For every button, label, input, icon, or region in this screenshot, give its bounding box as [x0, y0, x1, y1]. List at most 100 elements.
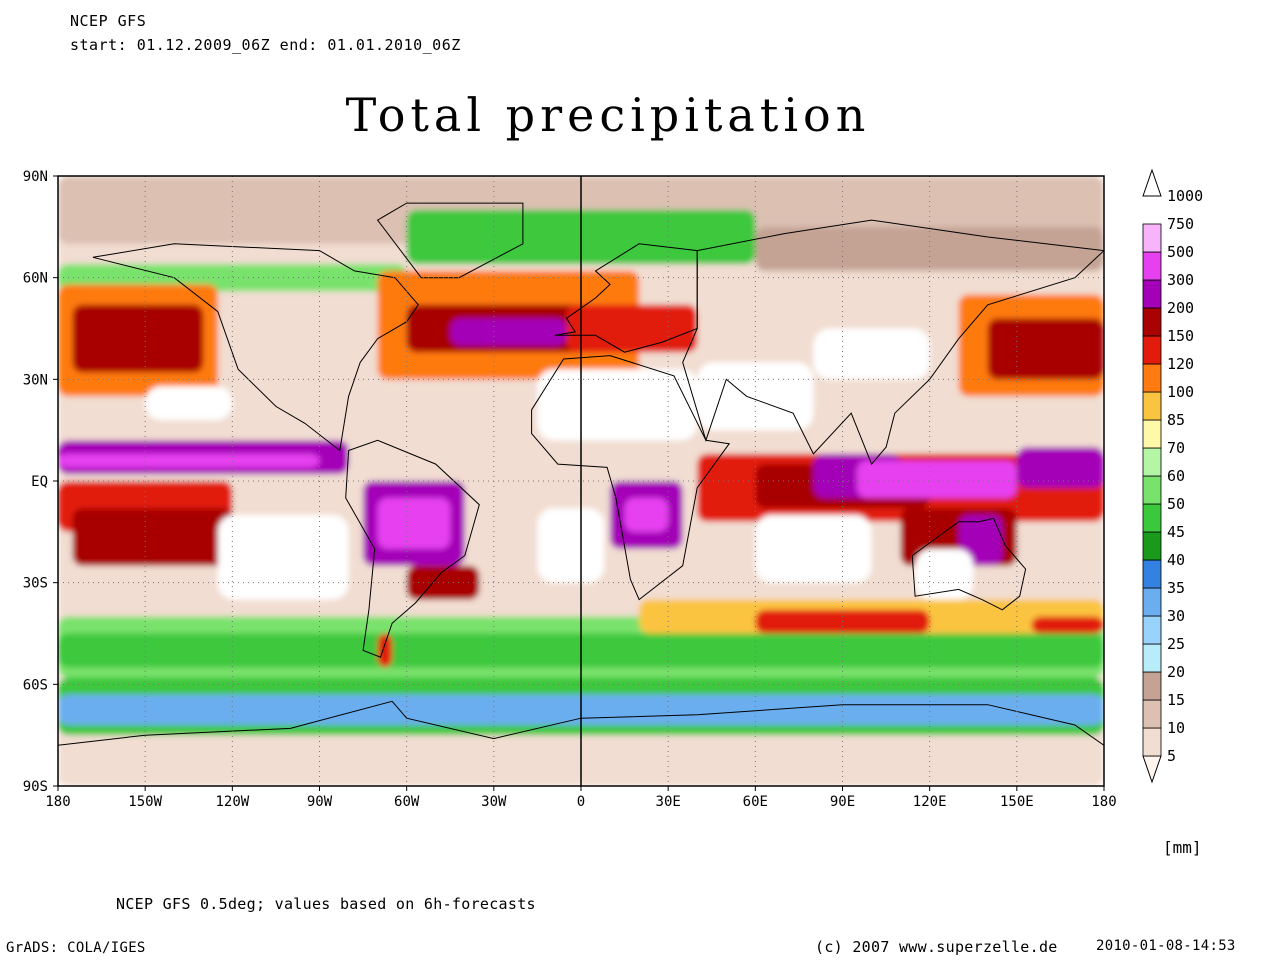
colorbar-swatch: [1142, 279, 1162, 309]
lat-lon-grid: [58, 176, 1104, 786]
render-timestamp: 2010-01-08-14:53: [1096, 938, 1236, 954]
grads-credit: GrADS: COLA/IGES: [6, 940, 146, 956]
colorbar-swatch: [1142, 503, 1162, 533]
colorbar-swatch: [1142, 251, 1162, 281]
colorbar-level-label: 750: [1167, 215, 1194, 233]
lon-tick-label: 90E: [830, 794, 855, 810]
colorbar-level-label: 85: [1167, 411, 1185, 429]
lat-tick-label: EQ: [31, 474, 48, 490]
lat-tick-label: 60N: [23, 271, 48, 287]
colorbar-unit: [mm]: [1163, 838, 1202, 857]
colorbar-level-label: 70: [1167, 439, 1185, 457]
colorbar-level-label: 120: [1167, 355, 1194, 373]
lat-tick-label: 90S: [23, 779, 48, 795]
colorbar-underflow-triangle: [1142, 755, 1162, 784]
lat-tick-label: 90N: [23, 169, 48, 185]
precip-region: [377, 633, 393, 668]
data-source-note: NCEP GFS 0.5deg; values based on 6h-fore…: [116, 895, 536, 913]
colorbar-level-label: 60: [1167, 467, 1185, 485]
precip-region: [987, 318, 1104, 380]
colorbar-legend: 5 10 15 20 25 30 35 40 45 50 60 70 85 100 120 150 200 300…: [1142, 168, 1203, 784]
precip-region: [624, 497, 669, 532]
lat-tick-label: 30N: [23, 372, 48, 388]
precip-region: [1031, 616, 1104, 634]
lon-tick-label: 120E: [913, 794, 947, 810]
map-plot-area: [58, 176, 1104, 786]
colorbar-swatch: [1142, 419, 1162, 449]
africa-outline: [531, 355, 731, 601]
precip-region: [566, 304, 698, 353]
model-name: NCEP GFS: [70, 12, 147, 30]
colorbar-overflow-triangle: [1142, 168, 1162, 197]
australia-outline: [911, 517, 1027, 611]
colorbar-level-label: 30: [1167, 607, 1185, 625]
precip-region: [58, 453, 320, 468]
colorbar-level-label: 150: [1167, 327, 1194, 345]
precip-region: [755, 226, 1104, 271]
colorbar-level-label: 40: [1167, 551, 1185, 569]
dry-region: [813, 328, 930, 380]
colorbar-swatch: [1142, 615, 1162, 645]
antarctica-outline: [58, 700, 1104, 746]
lon-tick-label: 0: [577, 794, 585, 810]
lon-tick-label: 30E: [656, 794, 681, 810]
colorbar-swatch: [1142, 643, 1162, 673]
north-america-outline: [92, 243, 419, 452]
dry-region: [537, 369, 698, 441]
precip-region: [857, 460, 1017, 498]
colorbar-swatch: [1142, 531, 1162, 561]
time-range: start: 01.12.2009_06Z end: 01.01.2010_06…: [70, 36, 461, 54]
colorbar-level-label: 200: [1167, 299, 1194, 317]
colorbar-level-label: 20: [1167, 663, 1185, 681]
colorbar-swatch: [1142, 363, 1162, 393]
colorbar-swatch: [1142, 727, 1162, 757]
colorbar-swatch: [1142, 475, 1162, 505]
precip-region: [406, 565, 480, 600]
colorbar-swatch: [1142, 223, 1162, 253]
precip-region: [377, 497, 451, 549]
colorbar-swatch: [1142, 447, 1162, 477]
colorbar-level-label: 35: [1167, 579, 1185, 597]
lat-tick-label: 60S: [23, 677, 48, 693]
colorbar-swatch: [1142, 335, 1162, 365]
lon-tick-label: 150W: [128, 794, 162, 810]
colorbar-level-label: 45: [1167, 523, 1185, 541]
asia-outline: [682, 219, 1104, 466]
colorbar-level-label: 10: [1167, 719, 1185, 737]
lon-tick-label: 120W: [215, 794, 249, 810]
colorbar-swatch: [1142, 671, 1162, 701]
longitude-axis: 180 150W 120W 90W 60W 30W 0 30E 60E 90E 120E 150E 18…: [45, 786, 1117, 810]
colorbar-swatch: [1142, 587, 1162, 617]
colorbar-level-label: 25: [1167, 635, 1185, 653]
colorbar-swatch: [1142, 699, 1162, 729]
map-title: Total precipitation: [345, 88, 871, 142]
south-america-outline: [345, 439, 480, 658]
colorbar-level-label: 300: [1167, 271, 1194, 289]
colorbar-level-label: 15: [1167, 691, 1185, 709]
dry-region: [537, 508, 605, 583]
dry-region: [217, 514, 349, 600]
colorbar-level-label: 500: [1167, 243, 1194, 261]
colorbar-level-label: 100: [1167, 383, 1194, 401]
lon-tick-label: 180: [1091, 794, 1116, 810]
lon-tick-label: 30W: [481, 794, 507, 810]
precip-region: [450, 318, 567, 346]
lon-tick-label: 60W: [394, 794, 420, 810]
colorbar-level-label: 1000: [1167, 187, 1203, 205]
lat-tick-label: 30S: [23, 576, 48, 592]
lon-tick-label: 180: [45, 794, 70, 810]
colorbar-swatch: [1142, 307, 1162, 337]
europe-outline: [554, 243, 698, 353]
colorbar-level-label: 50: [1167, 495, 1185, 513]
copyright-text: (c) 2007 www.superzelle.de: [815, 938, 1058, 956]
dry-region: [145, 386, 233, 420]
colorbar-swatch: [1142, 559, 1162, 589]
precip-region: [958, 514, 1003, 566]
latitude-axis: 90N 60N 30N EQ 30S 60S 90S: [23, 169, 58, 795]
precip-region: [1016, 447, 1104, 488]
dry-region: [755, 514, 872, 583]
lon-tick-label: 60E: [743, 794, 768, 810]
lon-tick-label: 90W: [307, 794, 333, 810]
precip-region: [72, 508, 233, 566]
